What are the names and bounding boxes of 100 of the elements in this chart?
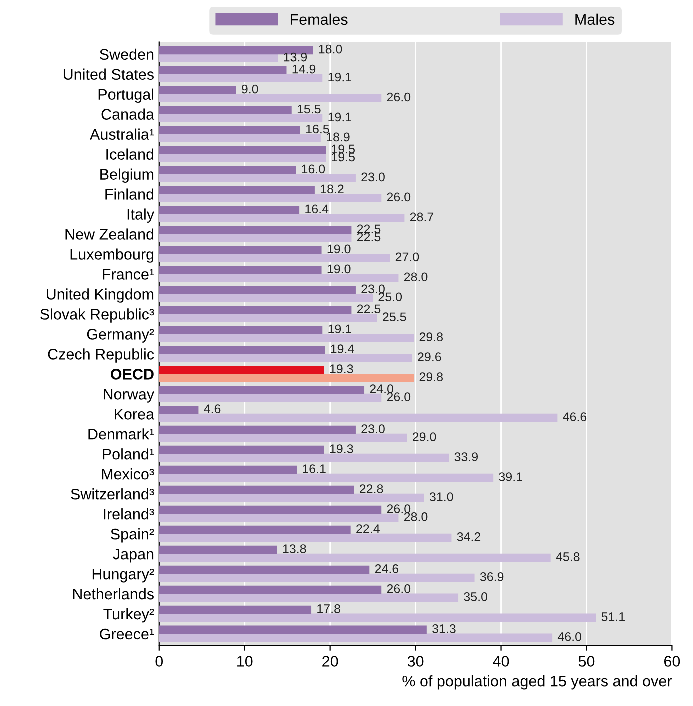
data-label: 9.0 (242, 84, 258, 94)
data-label: 22.8 (360, 484, 384, 494)
y-tick-label: United Kingdom (47, 288, 154, 303)
data-label: 19.1 (328, 72, 352, 82)
y-tick-label: Mexico³ (102, 468, 154, 480)
data-label: 19.0 (328, 244, 351, 254)
data-label: 25.5 (383, 312, 406, 322)
data-label: 45.8 (556, 552, 580, 562)
bar (159, 86, 236, 95)
y-tick-label: Portugal (98, 88, 154, 104)
bar (159, 454, 450, 462)
y-tick-label: United States (64, 68, 154, 80)
bar (159, 594, 459, 602)
y-tick-label: Denmark¹ (88, 428, 154, 440)
data-label: 16.5 (306, 124, 330, 134)
data-label: 16.0 (302, 164, 326, 174)
y-tick-label: France¹ (103, 269, 154, 280)
bar (159, 326, 323, 334)
x-tick-label: 20 (322, 656, 338, 667)
data-label: 18.2 (321, 184, 344, 194)
data-label: 28.7 (410, 212, 434, 222)
x-tick-label: 60 (664, 656, 680, 667)
bar (159, 466, 297, 474)
bar (159, 414, 558, 422)
data-label: 19.0 (328, 264, 351, 274)
bar (159, 194, 382, 202)
data-label: 22.5 (357, 304, 381, 314)
bar (159, 54, 278, 63)
x-axis-title: % of population aged 15 years and over (402, 676, 672, 690)
y-tick-label: Czech Republic (48, 348, 154, 363)
bar (159, 346, 326, 354)
bar (159, 494, 424, 502)
bar (159, 174, 356, 182)
bar (159, 586, 382, 594)
data-label: 19.5 (332, 144, 355, 154)
bar (159, 146, 326, 154)
data-label: 19.3 (330, 444, 354, 454)
bar (159, 206, 300, 214)
x-tick-label: 0 (156, 656, 164, 667)
bar (159, 274, 399, 282)
y-tick-label: Canada (102, 108, 155, 120)
bar (159, 474, 494, 482)
y-tick-label: New Zealand (66, 228, 154, 240)
y-tick-label: Japan (113, 549, 154, 563)
bar (159, 606, 312, 614)
y-tick-label: Poland¹ (103, 448, 154, 460)
bar (159, 546, 278, 554)
bar (159, 314, 378, 322)
bar (159, 574, 475, 582)
bar (159, 554, 551, 562)
data-label: 27.0 (396, 252, 420, 262)
data-label: 16.1 (303, 464, 326, 474)
data-label: 26.0 (387, 192, 411, 202)
x-tick-label: 40 (493, 656, 510, 667)
y-tick-label: Germany² (87, 329, 154, 343)
bar (159, 514, 399, 522)
bar (159, 226, 352, 234)
bar (159, 374, 414, 382)
bar (159, 366, 324, 374)
bar (159, 234, 352, 242)
y-tick-label: Italy (128, 208, 154, 223)
bar (159, 126, 300, 135)
data-label: 39.1 (499, 472, 522, 482)
data-label: 51.1 (602, 612, 625, 622)
data-label: 22.4 (356, 524, 380, 534)
data-label: 18.0 (319, 44, 342, 54)
data-label: 31.0 (430, 492, 454, 502)
x-tick-label: 50 (578, 656, 595, 667)
data-label: 24.0 (370, 384, 394, 394)
data-label: 36.9 (480, 572, 504, 582)
y-tick-label: OECD (111, 369, 154, 380)
bar (159, 446, 324, 454)
bar (159, 246, 322, 254)
x-tick-label: 30 (408, 656, 424, 667)
data-label: 17.8 (318, 604, 340, 614)
data-label: 25.0 (378, 292, 402, 302)
bar (159, 486, 354, 494)
data-label: 35.0 (464, 592, 488, 602)
bar (159, 134, 321, 142)
data-label: 31.3 (432, 624, 456, 634)
data-label: 13.9 (284, 52, 308, 62)
data-label: 28.0 (404, 512, 428, 522)
bar (159, 154, 326, 162)
bar (159, 334, 414, 342)
data-label: 14.9 (292, 64, 316, 74)
data-label: 16.4 (306, 204, 329, 214)
y-tick-label: Finland (106, 188, 154, 200)
legend-label: Females (291, 14, 348, 26)
bar (159, 614, 596, 622)
bar (159, 534, 452, 542)
data-label: 29.0 (413, 432, 436, 442)
data-label: 26.0 (387, 584, 411, 594)
bar (159, 106, 292, 115)
bar (159, 406, 199, 414)
y-tick-label: Korea (115, 409, 155, 420)
bar (159, 214, 405, 222)
data-label: 19.5 (332, 152, 355, 162)
y-tick-label: Ireland³ (104, 508, 154, 520)
data-label: 13.8 (283, 544, 306, 554)
data-label: 4.6 (204, 404, 221, 414)
